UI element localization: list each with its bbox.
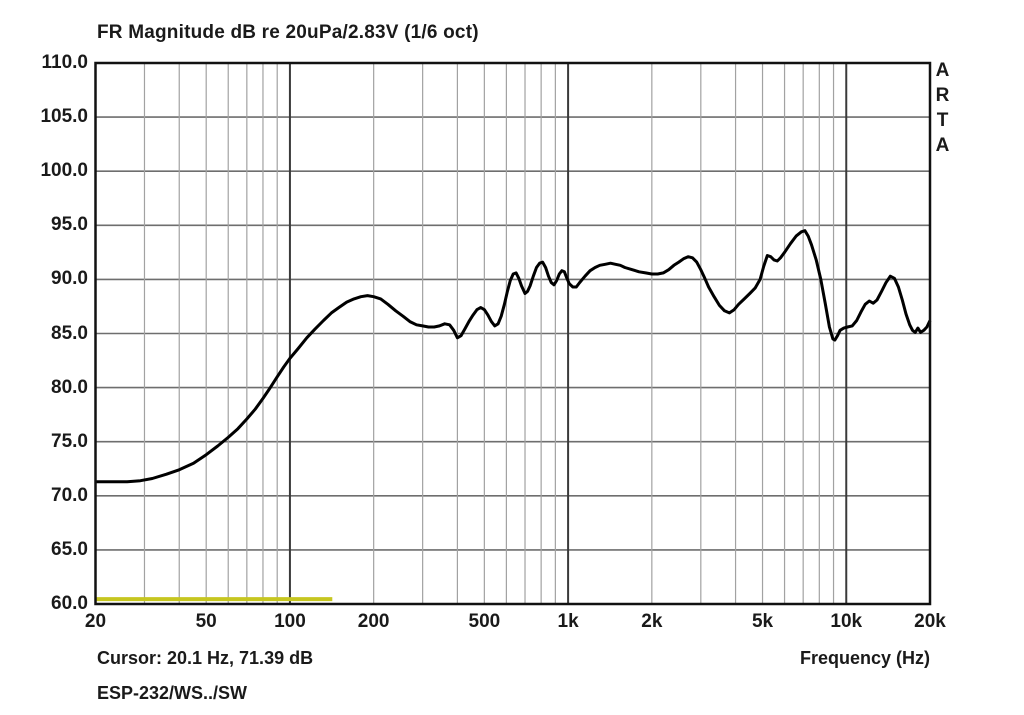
y-tick-label: 90.0 <box>51 268 88 290</box>
x-tick-label: 100 <box>274 611 306 632</box>
cursor-readout: Cursor: 20.1 Hz, 71.39 dB <box>97 648 314 668</box>
y-tick-label: 65.0 <box>51 538 88 560</box>
x-tick-label: 20k <box>914 611 946 632</box>
x-tick-label: 5k <box>751 611 774 632</box>
y-tick-label: 85.0 <box>51 322 88 344</box>
x-tick-label: 10k <box>830 611 863 632</box>
y-tick-label: 100.0 <box>40 160 88 182</box>
y-tick-label: 105.0 <box>40 106 88 128</box>
y-tick-label: 110.0 <box>41 52 89 73</box>
series-fr <box>95 229 932 484</box>
y-tick-label: 60.0 <box>51 593 88 614</box>
plot-border <box>94 61 932 606</box>
x-tick-label: 1k <box>557 611 579 632</box>
x-tick-label: 500 <box>468 611 501 632</box>
y-tick-label: 75.0 <box>51 430 88 452</box>
x-tick-label: 50 <box>195 611 217 632</box>
y-tick-label: 80.0 <box>51 376 88 398</box>
y-tick-label: 95.0 <box>51 214 88 236</box>
arta-watermark: ARTA <box>932 60 953 160</box>
chart-title: FR Magnitude dB re 20uPa/2.83V (1/6 oct) <box>97 22 479 43</box>
y-tick-label: 70.0 <box>51 484 88 506</box>
x-axis-title: Frequency (Hz) <box>799 648 930 668</box>
x-tick-label: 200 <box>357 611 390 632</box>
x-tick-label: 20 <box>84 611 107 632</box>
x-tick-label: 2k <box>641 611 663 632</box>
overlay-file-label: ESP-232/WS../SW <box>97 683 248 703</box>
